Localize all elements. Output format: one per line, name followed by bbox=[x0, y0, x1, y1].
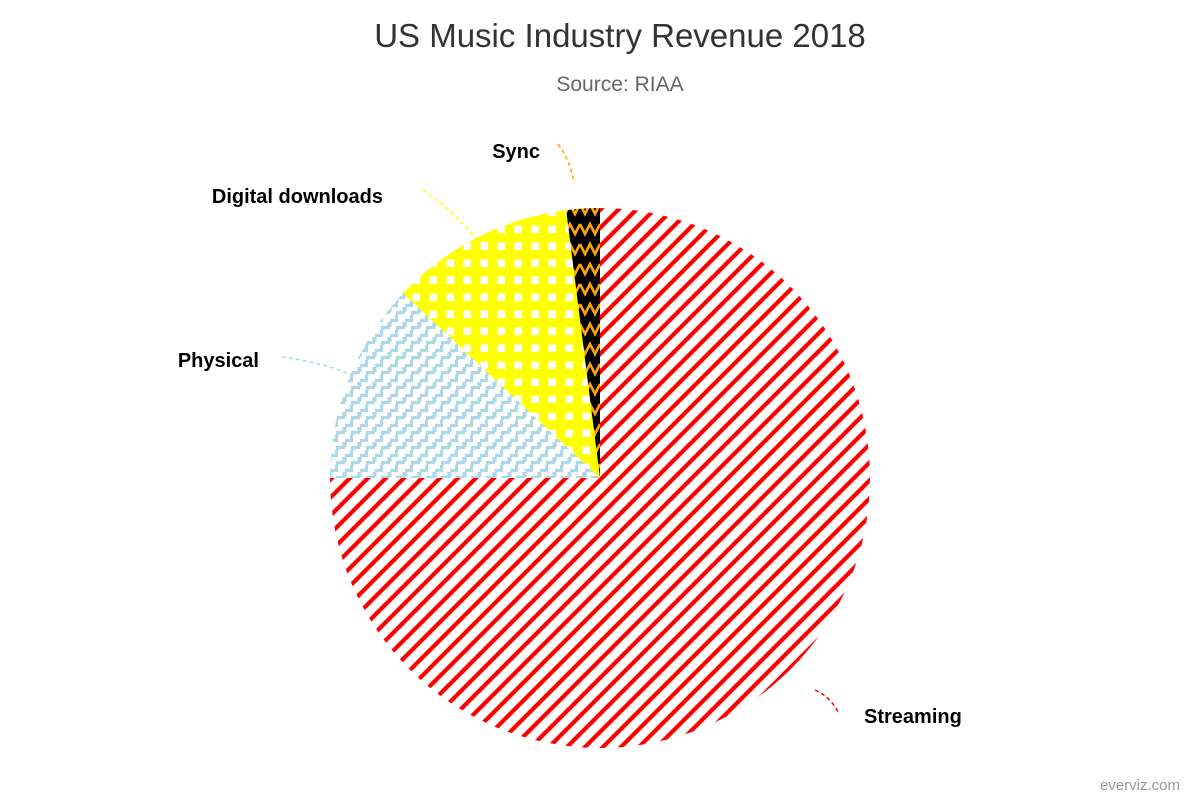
pie-slice-digital-downloads[interactable] bbox=[403, 210, 600, 478]
data-labels: Streaming Physical Digital downloads Sync bbox=[178, 141, 962, 728]
data-label-physical: Physical bbox=[178, 350, 259, 372]
connector-sync bbox=[557, 143, 575, 184]
connector-digital-downloads bbox=[422, 189, 476, 239]
chart-subtitle: Source: RIAA bbox=[556, 73, 683, 96]
credits-link[interactable]: everviz.com bbox=[1100, 777, 1180, 794]
pie-slice-sync[interactable] bbox=[566, 208, 600, 478]
label-connectors bbox=[281, 143, 839, 713]
data-label-sync: Sync bbox=[492, 141, 540, 163]
chart-title: US Music Industry Revenue 2018 bbox=[374, 17, 866, 54]
data-label-digital-downloads: Digital downloads bbox=[212, 186, 383, 208]
pie-slice-physical[interactable] bbox=[330, 293, 600, 478]
connector-physical bbox=[281, 356, 353, 376]
pie-slices bbox=[330, 208, 870, 748]
connector-streaming bbox=[814, 689, 839, 713]
data-label-streaming: Streaming bbox=[864, 706, 962, 728]
